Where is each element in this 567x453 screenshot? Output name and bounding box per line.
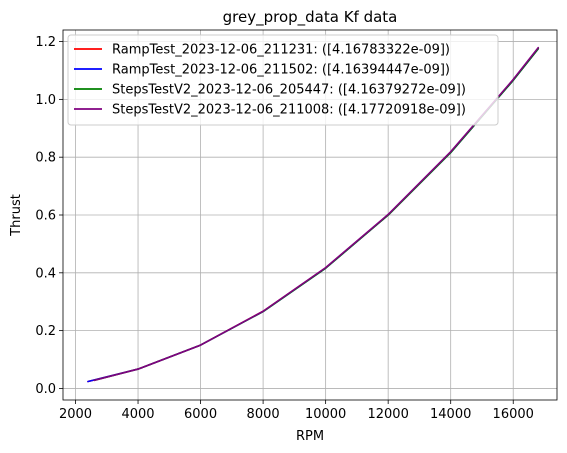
legend-label: RampTest_2023-12-06_211231: ([4.16783322… xyxy=(112,43,450,58)
legend-label: StepsTestV2_2023-12-06_205447: ([4.16379… xyxy=(112,83,466,98)
y-tick-label: 0.8 xyxy=(35,151,56,166)
y-axis-label: Thrust xyxy=(9,194,24,237)
x-tick-label: 14000 xyxy=(430,407,471,422)
x-tick-label: 4000 xyxy=(121,407,154,422)
y-tick-label: 0.6 xyxy=(35,209,56,224)
x-tick-label: 8000 xyxy=(247,407,280,422)
y-tick-label: 0.0 xyxy=(35,382,56,397)
y-tick-label: 1.0 xyxy=(35,93,56,108)
x-axis-ticks: 2000 4000 6000 8000 10000 12000 14000 16000 xyxy=(59,400,534,422)
x-tick-label: 6000 xyxy=(184,407,217,422)
x-tick-label: 10000 xyxy=(305,407,346,422)
x-axis-label: RPM xyxy=(296,429,324,444)
legend: RampTest_2023-12-06_211231: ([4.16783322… xyxy=(68,35,498,125)
chart-title: grey_prop_data Kf data xyxy=(223,8,398,27)
y-tick-label: 1.2 xyxy=(35,35,56,50)
y-axis-ticks: 0.0 0.2 0.4 0.6 0.8 1.0 1.2 xyxy=(35,35,63,397)
legend-label: RampTest_2023-12-06_211502: ([4.16394447… xyxy=(112,63,450,78)
y-tick-label: 0.4 xyxy=(35,266,56,281)
y-tick-label: 0.2 xyxy=(35,324,56,339)
x-tick-label: 12000 xyxy=(367,407,408,422)
legend-label: StepsTestV2_2023-12-06_211008: ([4.17720… xyxy=(112,103,466,118)
x-tick-label: 2000 xyxy=(59,407,92,422)
x-tick-label: 16000 xyxy=(493,407,534,422)
